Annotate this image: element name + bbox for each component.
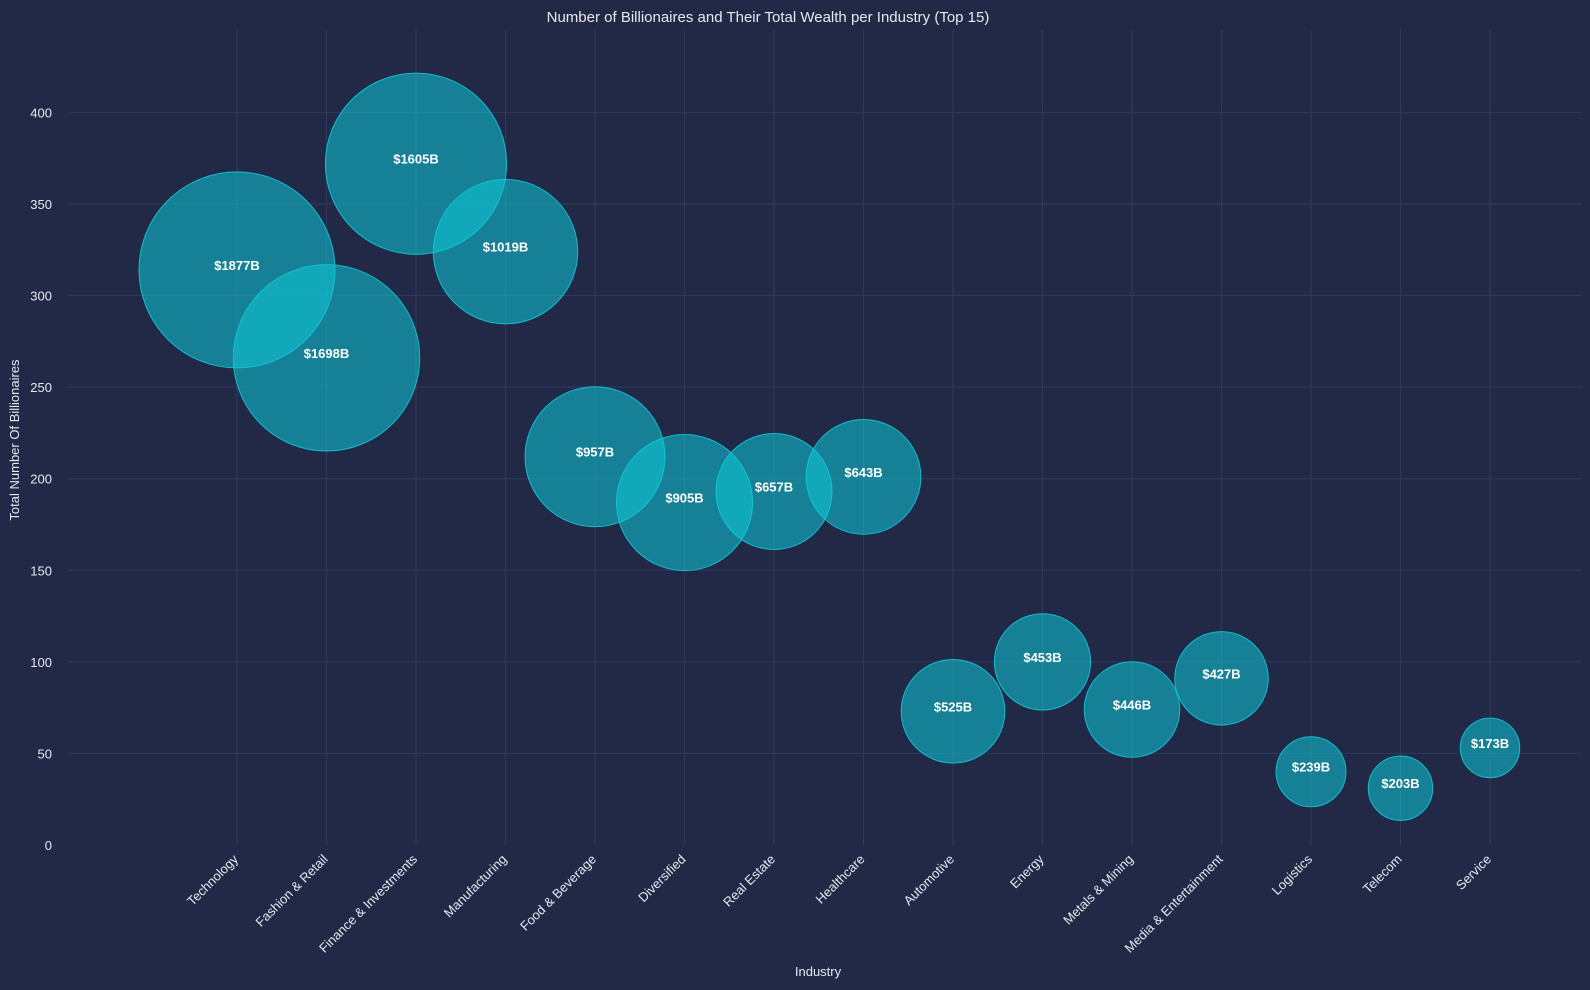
x-tick-label: Service — [1453, 852, 1494, 893]
x-tick-label: Logistics — [1269, 851, 1316, 898]
bubble — [805, 419, 922, 535]
y-tick-label: 0 — [45, 838, 52, 853]
x-tick-label: Food & Beverage — [517, 852, 599, 934]
x-tick-label: Healthcare — [813, 852, 868, 907]
bubble-label-layer: $1877B $1698B $1605B $1019B $957B $905B $657B $… — [214, 152, 1509, 792]
y-axis-label: Total Number Of Billionaires — [7, 359, 22, 521]
bubble — [1174, 631, 1269, 726]
bubble — [232, 264, 421, 452]
bubble-value-label: $643B — [844, 465, 882, 480]
bubble-value-label: $1019B — [483, 240, 529, 255]
chart-title: Number of Billionaires and Their Total W… — [547, 9, 990, 26]
x-tick-label: Real Estate — [720, 852, 778, 910]
y-tick-label: 150 — [30, 563, 52, 578]
bubble-layer — [138, 72, 1521, 821]
y-tick-label: 250 — [30, 380, 52, 395]
bubble-value-label: $446B — [1113, 697, 1151, 712]
y-tick-label: 400 — [30, 105, 52, 120]
bubble — [1459, 717, 1521, 779]
x-tick-label: Fashion & Retail — [253, 851, 331, 929]
x-tick-label: Automotive — [901, 852, 958, 909]
bubble — [432, 178, 579, 325]
x-tick-label: Diversified — [635, 852, 689, 906]
bubble-value-label: $173B — [1471, 736, 1509, 751]
bubble-value-label: $203B — [1381, 776, 1419, 791]
x-tick-label: Telecom — [1360, 852, 1405, 897]
bubble-value-label: $239B — [1292, 760, 1330, 775]
bubble — [900, 658, 1006, 764]
y-tick-label: 200 — [30, 472, 52, 487]
bubble-value-label: $905B — [665, 491, 703, 506]
bubble — [1275, 736, 1347, 808]
x-tick-label: Finance & Investments — [316, 851, 420, 955]
y-tick-label: 50 — [38, 746, 52, 761]
bubble-value-label: $525B — [934, 699, 972, 714]
x-tick-label: Media & Entertainment — [1122, 851, 1226, 955]
y-tick-label: 350 — [30, 197, 52, 212]
bubble — [1083, 661, 1181, 758]
y-tick-labels: 0 50 100 150 200 250 300 350 400 — [30, 105, 52, 853]
bubble — [993, 613, 1092, 711]
x-tick-label: Technology — [184, 851, 241, 908]
x-tick-label: Energy — [1007, 851, 1047, 891]
x-tick-label: Manufacturing — [441, 852, 510, 921]
bubble-value-label: $1605B — [393, 152, 439, 167]
x-axis-label: Industry — [795, 964, 842, 979]
bubble-value-label: $1698B — [304, 346, 350, 361]
y-tick-label: 300 — [30, 289, 52, 304]
x-tick-label: Metals & Mining — [1060, 852, 1136, 928]
bubble-value-label: $657B — [755, 480, 793, 495]
bubble-value-label: $957B — [576, 445, 614, 460]
bubble — [1367, 755, 1434, 821]
bubble-value-label: $453B — [1023, 650, 1061, 665]
y-tick-label: 100 — [30, 655, 52, 670]
bubble-value-label: $1877B — [214, 258, 260, 273]
bubble-value-label: $427B — [1202, 666, 1240, 681]
